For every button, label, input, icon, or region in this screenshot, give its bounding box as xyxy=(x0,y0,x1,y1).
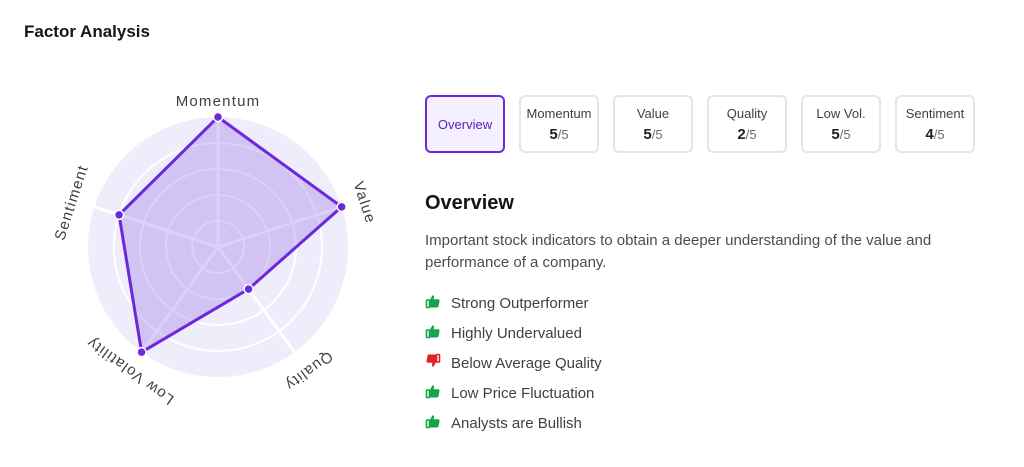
section-description: Important stock indicators to obtain a d… xyxy=(425,232,932,271)
tab-momentum[interactable]: Momentum 5/5 xyxy=(519,95,599,153)
signal-text: Strong Outperformer xyxy=(451,294,589,312)
tab-label: Quality xyxy=(726,105,768,121)
section-heading: Overview xyxy=(425,192,514,214)
radar-chart: Momentum Value Quality Low Volatility Se… xyxy=(52,93,380,408)
radar-point-quality xyxy=(243,283,254,295)
list-item: Below Average Quality xyxy=(425,348,602,378)
tab-label: Sentiment xyxy=(905,105,965,121)
tab-label: Value xyxy=(636,105,670,121)
signal-text: Analysts are Bullish xyxy=(451,414,582,432)
tab-label: Momentum xyxy=(526,105,592,121)
radar-spoke xyxy=(140,246,220,354)
tab-score: 4/5 xyxy=(925,125,945,143)
signal-text: Below Average Quality xyxy=(451,354,602,372)
thumbs-down-icon xyxy=(425,353,451,373)
list-item: Strong Outperformer xyxy=(425,288,602,318)
tab-label: Low Vol. xyxy=(816,105,866,121)
axis-label-momentum: Momentum xyxy=(176,93,261,110)
list-item: Highly Undervalued xyxy=(425,318,602,348)
thumbs-up-icon xyxy=(425,323,451,343)
signal-text: Highly Undervalued xyxy=(451,324,582,342)
tab-quality[interactable]: Quality 2/5 xyxy=(707,95,787,153)
thumbs-up-icon xyxy=(425,383,451,403)
tab-value[interactable]: Value 5/5 xyxy=(613,95,693,153)
thumbs-up-icon xyxy=(425,413,451,433)
radar-shape xyxy=(113,111,347,358)
factor-tabs: Overview Momentum 5/5 Value 5/5 Quality … xyxy=(425,95,975,153)
radar-point-value xyxy=(336,201,347,213)
axis-label-value: Value xyxy=(350,179,380,225)
tab-score: 5/5 xyxy=(831,125,851,143)
radar-point-low-volatility xyxy=(136,346,147,358)
thumbs-up-icon xyxy=(425,293,451,313)
tab-label: Overview xyxy=(437,116,493,132)
page-title: Factor Analysis xyxy=(24,22,150,41)
tab-sentiment[interactable]: Sentiment 4/5 xyxy=(895,95,975,153)
list-item: Low Price Fluctuation xyxy=(425,378,602,408)
signal-list: Strong Outperformer Highly Undervalued B… xyxy=(425,288,602,438)
radar-series-area xyxy=(117,115,344,354)
axis-label-sentiment: Sentiment xyxy=(52,163,92,243)
tab-score: 5/5 xyxy=(549,125,569,143)
radar-spoke xyxy=(216,246,296,354)
tab-score: 5/5 xyxy=(643,125,663,143)
radar-point-sentiment xyxy=(113,209,125,221)
radar-point-momentum xyxy=(212,111,224,123)
signal-text: Low Price Fluctuation xyxy=(451,384,595,402)
radar-spoke xyxy=(217,205,343,249)
list-item: Analysts are Bullish xyxy=(425,408,602,438)
tab-overview[interactable]: Overview xyxy=(425,95,505,153)
tab-low-vol[interactable]: Low Vol. 5/5 xyxy=(801,95,881,153)
tab-score: 2/5 xyxy=(737,125,757,143)
